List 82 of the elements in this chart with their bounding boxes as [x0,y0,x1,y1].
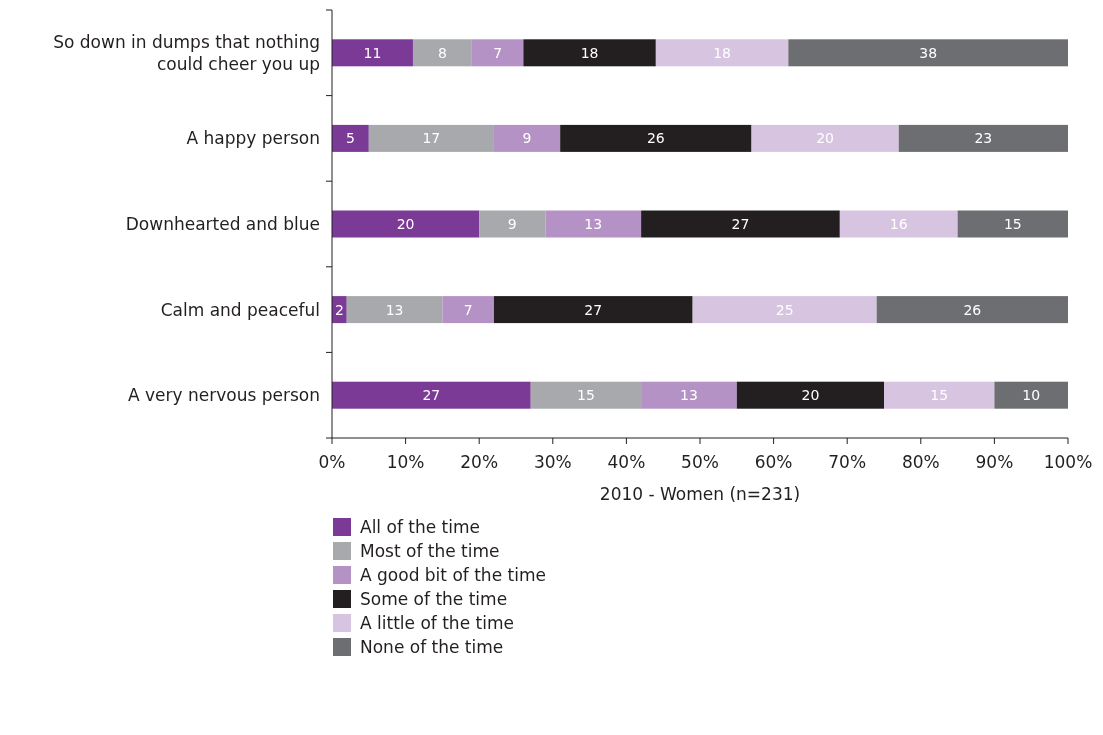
data-label: 7 [493,44,503,61]
data-label: 9 [522,130,532,147]
data-label: 5 [345,130,355,147]
data-label: 8 [437,44,447,61]
bar [332,381,531,409]
data-label: 9 [507,215,517,232]
data-label: 26 [646,130,665,147]
legend-label: Most of the time [360,540,500,561]
data-label: 20 [801,387,820,404]
bar [471,39,524,67]
bar [994,381,1068,409]
data-label: 27 [584,301,603,318]
bar [692,296,877,324]
x-tick-label: 100% [1043,452,1093,472]
bar [560,124,752,152]
x-tick-label: 10% [386,452,425,472]
bar [736,381,884,409]
y-tick-label: Downhearted and blue [125,213,320,234]
bar [368,124,494,152]
y-tick-label: A happy person [186,128,320,149]
data-label: 2 [334,301,344,318]
data-label: 13 [680,387,698,404]
x-tick-label: 40% [607,452,646,472]
y-tick-label: A very nervous person [128,385,320,406]
bar [876,296,1068,324]
data-label: 15 [930,387,949,404]
data-label: 15 [577,387,595,404]
bar [655,39,789,67]
x-tick-label: 50% [681,452,719,472]
data-label: 13 [385,301,404,318]
data-label: 11 [363,44,382,61]
legend-label: All of the time [360,516,480,537]
data-label: 25 [775,301,794,318]
bar [788,39,1068,67]
bar [898,124,1068,152]
data-label: 20 [396,215,415,232]
bar [884,381,995,409]
bar [530,381,642,409]
data-label: 23 [974,130,993,147]
data-label: 20 [816,130,835,147]
bar [332,39,413,67]
bar [332,124,369,152]
data-label: 10 [1022,387,1041,404]
bar [641,381,737,409]
legend-label: A little of the time [360,612,514,633]
legend-label: None of the time [360,636,504,657]
bar [839,210,958,238]
x-tick-label: 60% [754,452,793,472]
bar [493,296,693,324]
data-label: 18 [713,44,731,61]
data-label: 16 [889,215,908,232]
bar [751,124,899,152]
data-label: 17 [422,130,441,147]
bar [332,210,480,238]
bar [442,296,494,324]
data-label: 18 [580,44,599,61]
x-tick-label: 90% [975,452,1014,472]
x-tick-label: 70% [828,452,867,472]
data-label: 15 [1003,215,1022,232]
data-label: 38 [919,44,938,61]
x-tick-label: 20% [460,452,499,472]
y-tick-label: So down in dumps that nothing could cheer you up [53,31,320,74]
data-label: 27 [731,215,750,232]
bar [346,296,443,324]
bar [523,39,656,67]
data-label: 27 [422,387,441,404]
data-label: 26 [963,301,982,318]
x-tick-label: 30% [533,452,572,472]
x-tick-label: 80% [901,452,940,472]
data-label: 7 [463,301,473,318]
bar [545,210,642,238]
bar [412,39,472,67]
data-label: 13 [584,215,603,232]
x-axis-title: 2010 - Women (n=231) [599,484,801,504]
bar [493,124,561,152]
x-tick-label: 0% [318,452,346,472]
bar [957,210,1068,238]
legend-label: A good bit of the time [360,564,546,585]
legend-label: Some of the time [360,588,508,609]
bar [641,210,840,238]
bar [479,210,546,238]
y-tick-label: Calm and peaceful [160,299,320,320]
